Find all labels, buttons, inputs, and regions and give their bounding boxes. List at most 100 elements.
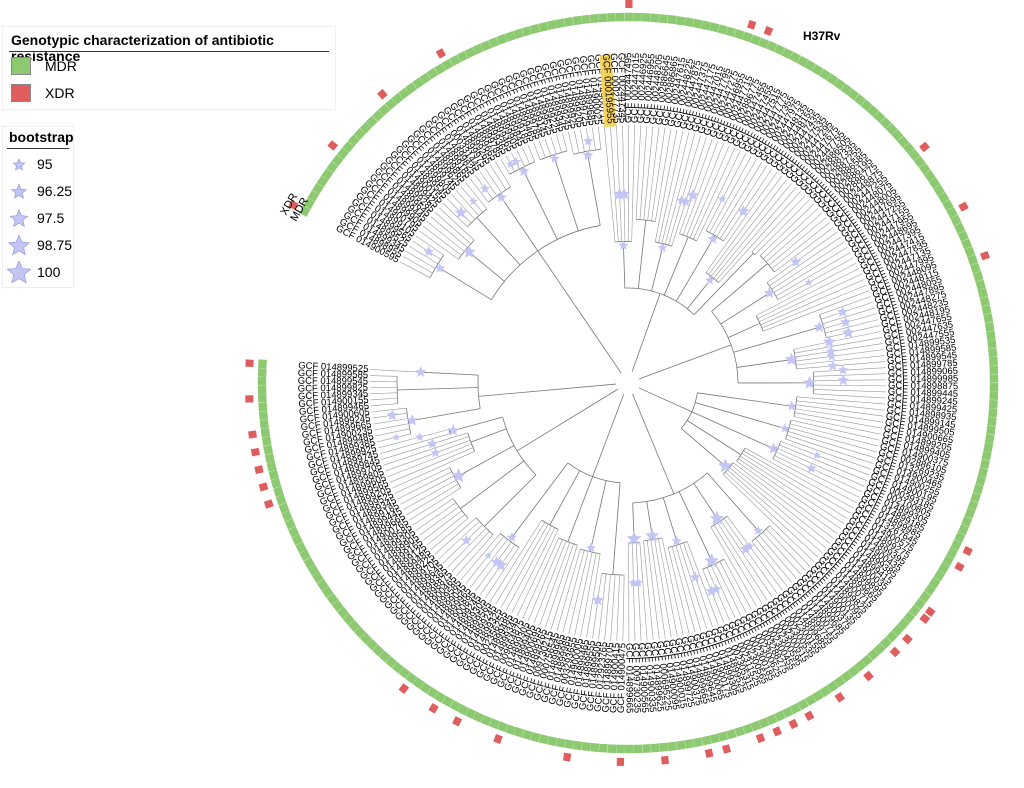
- tip-branch: [794, 412, 883, 429]
- tip-branch: [727, 469, 823, 554]
- tip-branch: [751, 195, 806, 253]
- mdr-marker: [766, 713, 778, 726]
- mdr-marker: [789, 702, 802, 715]
- mdr-marker: [987, 416, 997, 427]
- mdr-marker: [804, 59, 816, 72]
- mdr-marker: [897, 617, 910, 630]
- branch: [397, 387, 479, 391]
- mdr-marker: [986, 425, 996, 435]
- mdr-marker: [642, 744, 652, 753]
- mdr-swatch: [11, 57, 31, 75]
- branch-arc: [458, 239, 475, 260]
- tip-label: GCF 014899825: [298, 382, 368, 394]
- xdr-marker: [924, 606, 936, 617]
- mdr-marker: [734, 29, 745, 40]
- tip-branch: [682, 141, 719, 236]
- tip-branch: [647, 126, 660, 221]
- tip-branch: [434, 517, 477, 555]
- tip-branch: [597, 126, 602, 150]
- mdr-marker: [903, 611, 916, 624]
- mdr-marker: [701, 735, 712, 746]
- tip-branch: [562, 133, 568, 151]
- mdr-marker: [954, 222, 966, 234]
- tip-label: GCF 014899985: [888, 373, 958, 385]
- tip-branch: [655, 128, 672, 222]
- tip-branch: [460, 533, 501, 580]
- tip-branch: [654, 129, 678, 242]
- tip-branch: [650, 539, 666, 639]
- mdr-marker: [441, 58, 454, 71]
- tip-branch: [586, 553, 601, 638]
- mdr-marker: [938, 562, 950, 574]
- tip-branch: [813, 367, 886, 373]
- mdr-marker: [750, 34, 762, 46]
- tip-branch: [591, 127, 596, 151]
- mdr-marker: [989, 391, 999, 401]
- mdr-marker: [709, 733, 720, 744]
- tip-branch: [465, 182, 488, 210]
- tip-branch: [719, 165, 768, 239]
- tip-label: GCF 014900155: [298, 395, 369, 411]
- branch: [638, 387, 692, 413]
- mdr-marker: [331, 600, 344, 612]
- mdr-marker: [465, 707, 477, 720]
- bootstrap-star: [804, 278, 813, 286]
- tip-branch: [654, 539, 672, 638]
- mdr-marker: [700, 20, 711, 31]
- mdr-marker: [434, 691, 446, 703]
- xdr-marker: [958, 201, 969, 212]
- mdr-marker: [457, 704, 469, 716]
- tip-branch: [706, 567, 730, 621]
- mdr-marker: [299, 205, 311, 217]
- tip-branch: [533, 541, 567, 624]
- xdr-marker: [962, 546, 973, 556]
- mdr-marker: [257, 393, 267, 403]
- tip-branch: [761, 284, 867, 329]
- star-icon: [5, 207, 33, 229]
- tip-branch: [522, 537, 559, 619]
- tip-branch: [794, 337, 883, 354]
- tip-branch: [631, 125, 635, 242]
- reference-highlight: [599, 54, 617, 128]
- branch: [586, 151, 601, 226]
- mdr-marker: [789, 51, 801, 63]
- mdr-marker: [891, 624, 904, 637]
- bootstrap-star: [657, 242, 668, 252]
- tip-branch: [658, 538, 678, 637]
- ring-labels: MDR XDR: [278, 191, 311, 223]
- tip-branch: [403, 479, 457, 510]
- mdr-marker: [581, 14, 591, 25]
- mdr-marker: [758, 37, 770, 49]
- mdr-marker: [854, 659, 867, 672]
- mdr-marker: [989, 374, 999, 383]
- tip-branch: [740, 455, 845, 524]
- mdr-marker: [987, 339, 997, 349]
- tip-branch: [754, 199, 810, 256]
- xdr-swatch: [11, 84, 31, 102]
- mdr-marker: [342, 141, 355, 153]
- tip-branch: [759, 273, 862, 323]
- branch: [691, 411, 778, 451]
- tip-branch: [755, 538, 792, 583]
- branch: [736, 358, 796, 368]
- bootstrap-star: [779, 423, 790, 433]
- mdr-marker: [480, 715, 492, 726]
- tip-branch: [813, 389, 886, 393]
- tip-branch: [426, 514, 466, 546]
- mdr-marker: [946, 547, 958, 559]
- tip-branch: [795, 404, 884, 417]
- tip-branch: [775, 252, 851, 297]
- xdr-marker: [863, 670, 874, 682]
- xdr-marker: [889, 646, 901, 658]
- xdr-marker: [919, 141, 930, 153]
- tip-branch: [795, 408, 884, 423]
- mdr-marker: [347, 134, 360, 147]
- tip-label: GCF 014899545: [298, 376, 368, 387]
- tip-branch: [573, 130, 580, 153]
- mdr-marker: [598, 743, 608, 753]
- tip-label: GCF 000195955: [600, 53, 616, 124]
- bootstrap-star: [617, 187, 631, 200]
- mdr-marker: [391, 661, 404, 674]
- bootstrap-star: [763, 287, 776, 298]
- bootstrap-star: [705, 275, 715, 285]
